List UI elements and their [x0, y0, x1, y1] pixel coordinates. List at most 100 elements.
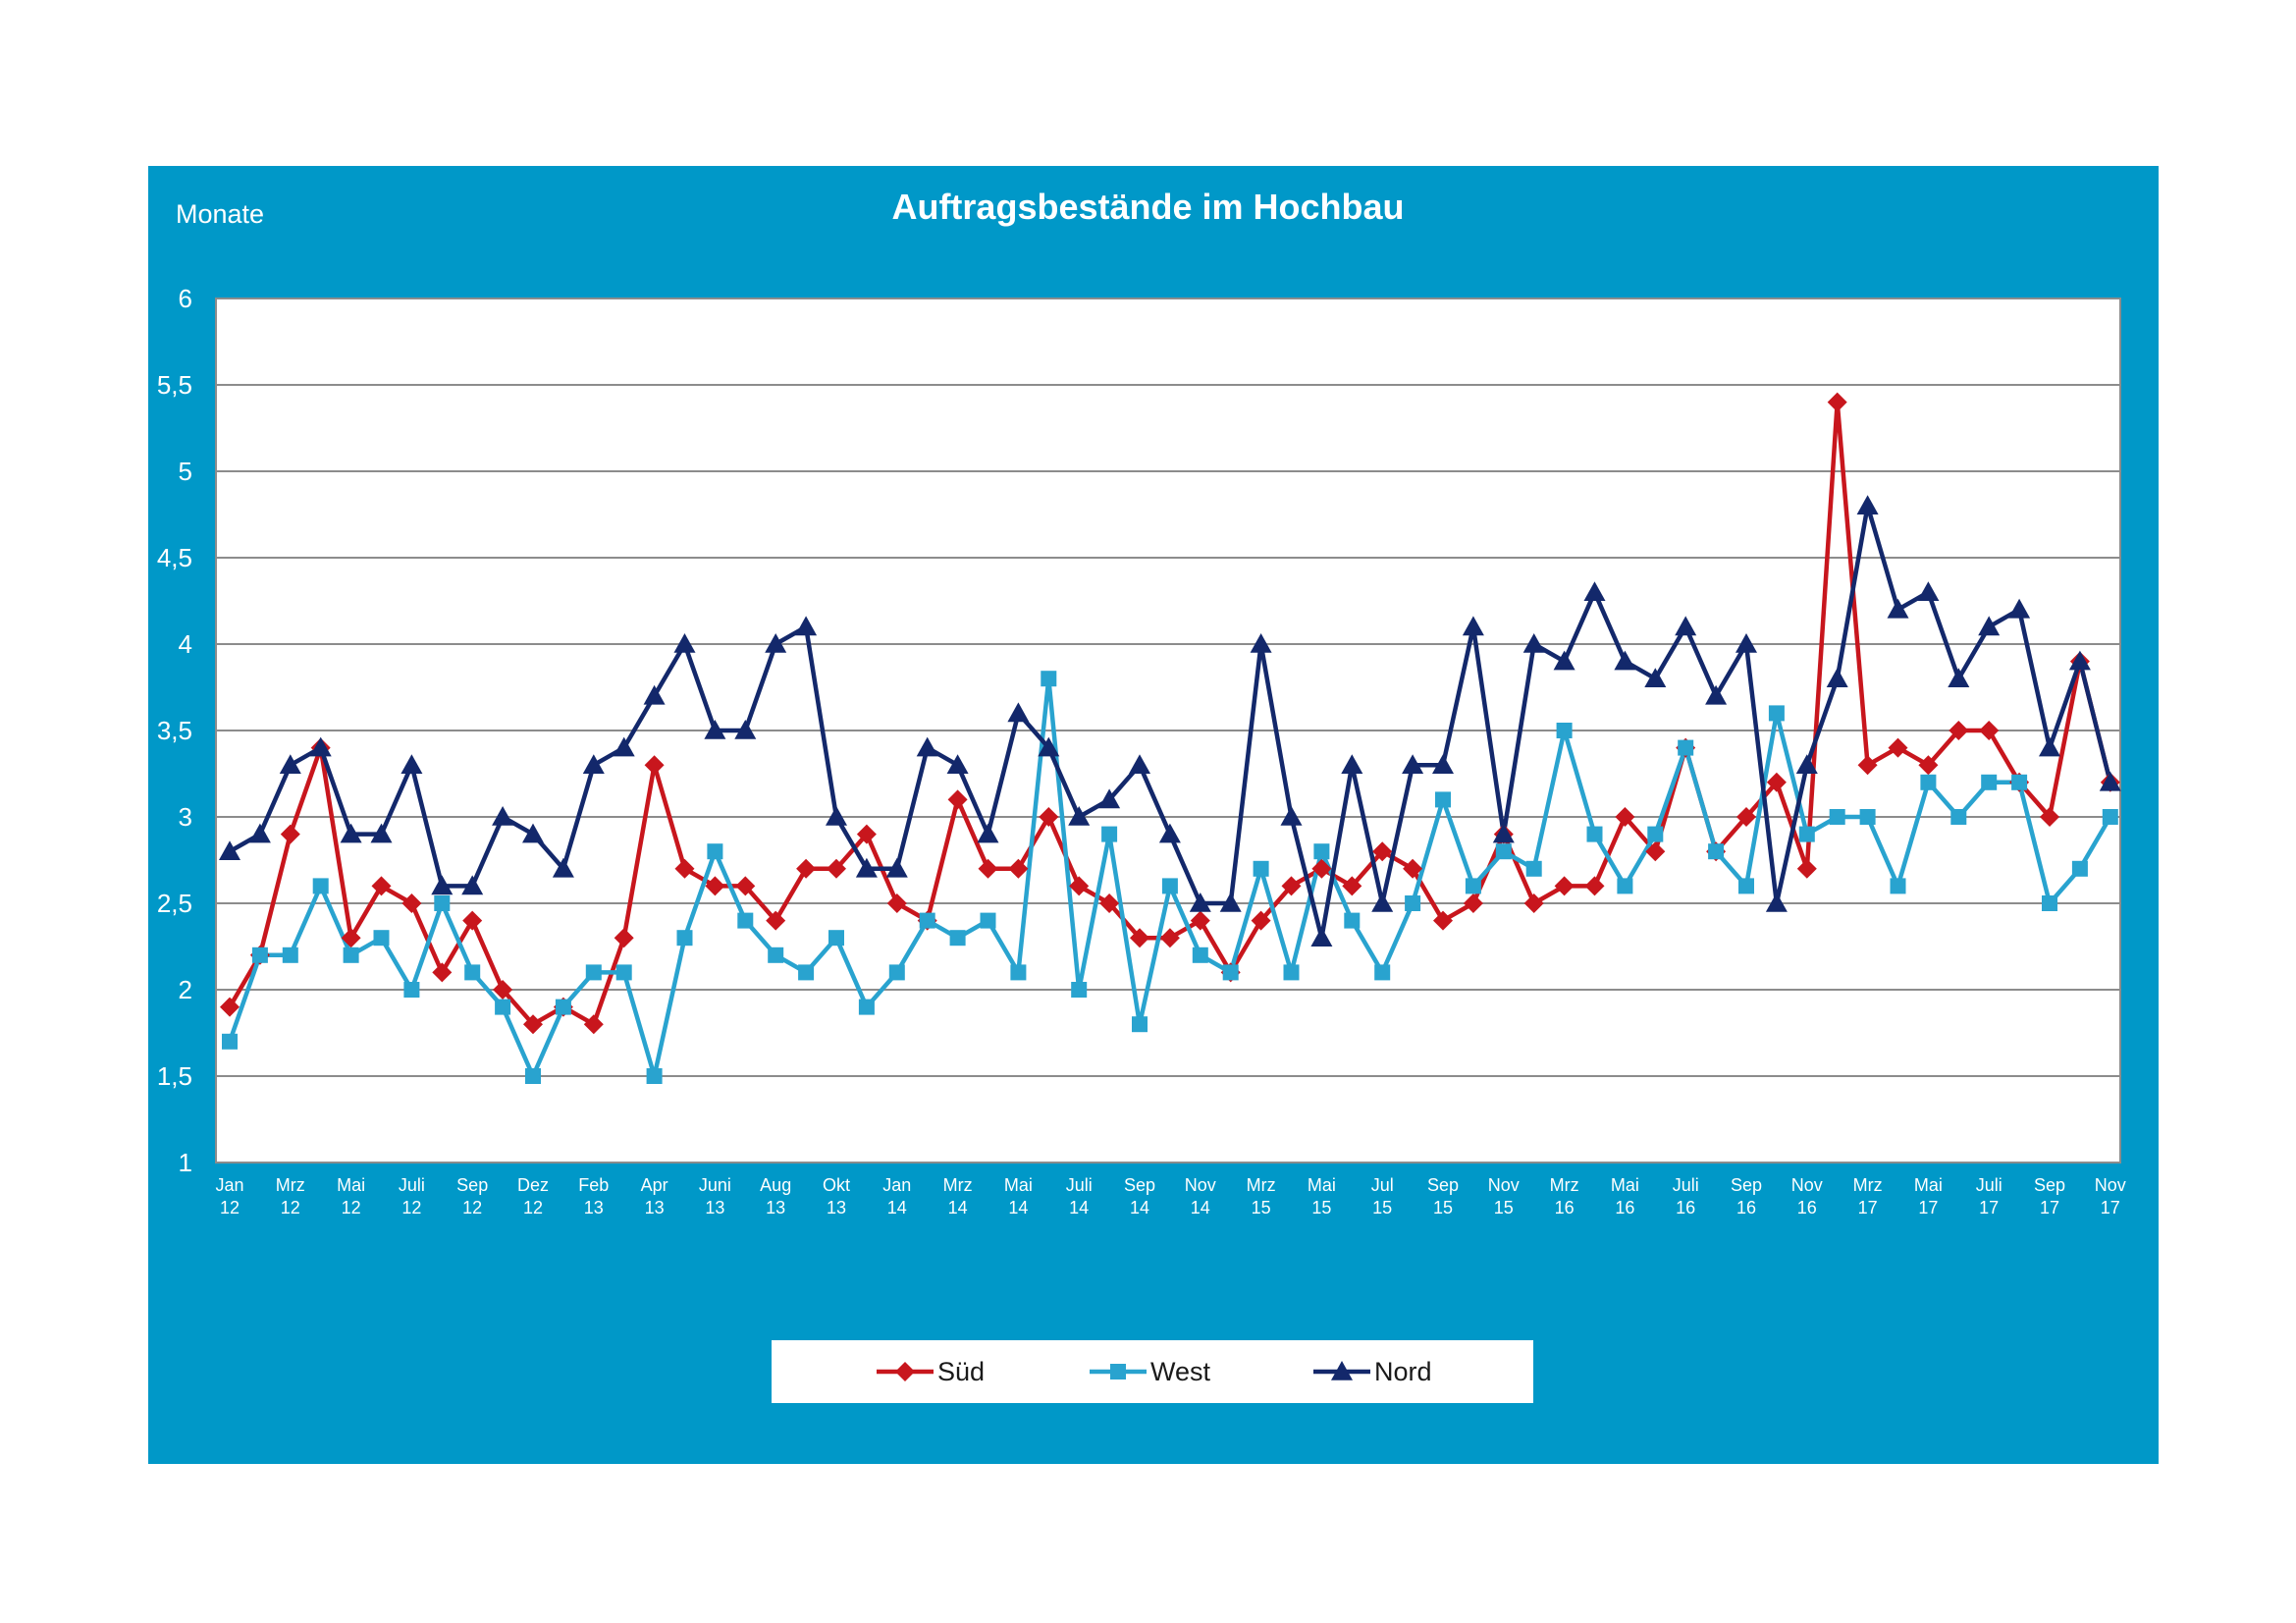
data-point-west	[403, 982, 420, 998]
data-point-nord	[1735, 633, 1757, 653]
data-point-nord	[704, 720, 726, 739]
x-tick-label: Mai	[337, 1175, 365, 1195]
data-point-nord	[1614, 650, 1636, 671]
x-tick-label: 17	[1979, 1198, 1999, 1217]
data-point-nord	[1219, 893, 1242, 912]
data-point-nord	[1765, 893, 1788, 912]
data-point-sued	[220, 997, 240, 1017]
data-point-west	[282, 947, 298, 963]
data-point-sued	[432, 962, 453, 983]
x-tick-label: Okt	[823, 1175, 850, 1195]
data-point-nord	[1098, 788, 1121, 809]
data-point-sued	[1554, 876, 1575, 896]
data-point-nord	[219, 840, 240, 860]
x-tick-label: Nov	[1791, 1175, 1823, 1195]
x-tick-label: Sep	[1124, 1175, 1155, 1195]
data-point-sued	[341, 928, 361, 948]
y-tick-label: 1	[179, 1148, 192, 1177]
data-point-nord	[855, 857, 878, 878]
data-point-sued	[1796, 858, 1817, 879]
x-tick-label: Sep	[1427, 1175, 1459, 1195]
data-point-sued	[1159, 928, 1180, 948]
x-tick-label: 16	[1676, 1198, 1695, 1217]
data-point-sued	[1736, 807, 1756, 827]
y-tick-label: 4	[179, 629, 192, 659]
y-axis-label: Monate	[176, 199, 265, 229]
data-point-sued	[1039, 807, 1059, 827]
data-point-sued	[1372, 841, 1393, 862]
x-tick-label: Mrz	[1247, 1175, 1276, 1195]
data-point-nord	[916, 736, 938, 757]
data-point-sued	[947, 789, 968, 810]
data-point-nord	[1129, 754, 1150, 774]
data-point-sued	[462, 910, 483, 931]
data-point-sued	[1403, 858, 1423, 879]
data-point-west	[1465, 878, 1481, 894]
data-point-sued	[1311, 858, 1332, 879]
data-point-west	[1495, 843, 1512, 860]
data-point-west	[707, 843, 723, 860]
x-tick-label: 15	[1311, 1198, 1331, 1217]
data-point-nord	[1402, 754, 1424, 774]
data-point-nord	[1948, 668, 1970, 687]
data-point-west	[828, 930, 844, 947]
data-point-nord	[1917, 581, 1940, 601]
data-point-nord	[1462, 616, 1484, 636]
data-point-sued	[1523, 893, 1544, 913]
data-point-nord	[946, 754, 969, 774]
data-point-sued	[1130, 928, 1149, 948]
data-point-nord	[461, 875, 484, 895]
x-tick-label: 16	[1555, 1198, 1575, 1217]
data-point-west	[2042, 895, 2057, 911]
data-point-nord	[552, 857, 574, 878]
x-tick-label: 12	[462, 1198, 482, 1217]
data-point-nord	[1158, 823, 1181, 843]
legend-item-nord: Nord	[1311, 1340, 1432, 1403]
y-tick-label: 1,5	[157, 1061, 192, 1091]
data-point-nord	[2099, 771, 2121, 791]
data-point-sued	[1251, 910, 1271, 931]
data-point-west	[615, 964, 632, 981]
x-tick-label: Mai	[1308, 1175, 1336, 1195]
data-point-west	[434, 895, 451, 911]
x-tick-label: Feb	[578, 1175, 609, 1195]
x-tick-label: 16	[1736, 1198, 1756, 1217]
x-tick-label: 17	[2101, 1198, 2120, 1217]
data-point-nord	[1826, 668, 1848, 687]
data-point-west	[1798, 826, 1815, 842]
x-tick-label: Sep	[2034, 1175, 2065, 1195]
x-tick-label: 16	[1615, 1198, 1634, 1217]
data-point-nord	[2008, 598, 2031, 619]
data-point-west	[1101, 826, 1118, 842]
legend-symbol	[1110, 1364, 1126, 1380]
data-point-west	[1435, 791, 1451, 808]
data-point-sued	[796, 858, 817, 879]
x-tick-label: Apr	[641, 1175, 668, 1195]
data-point-sued	[401, 893, 422, 913]
data-point-west	[251, 947, 268, 963]
data-point-west	[1708, 843, 1725, 860]
y-tick-label: 5,5	[157, 370, 192, 400]
data-point-west	[1283, 964, 1300, 981]
data-point-west	[1768, 705, 1785, 722]
data-point-sued	[978, 858, 998, 879]
data-point-west	[2102, 809, 2118, 825]
data-point-sued	[1766, 772, 1787, 792]
data-point-nord	[613, 736, 635, 757]
x-tick-label: Mai	[1004, 1175, 1033, 1195]
data-point-nord	[1583, 581, 1606, 601]
data-point-sued	[1615, 807, 1635, 827]
y-tick-label: 5	[179, 457, 192, 486]
x-tick-label: Juli	[399, 1175, 425, 1195]
data-point-west	[1556, 723, 1573, 738]
data-point-west	[312, 878, 329, 894]
data-point-nord	[795, 616, 818, 636]
data-point-nord	[1371, 893, 1394, 912]
data-point-nord	[1553, 650, 1575, 671]
data-point-sued	[1281, 876, 1302, 896]
data-point-west	[798, 964, 815, 981]
x-tick-label: 13	[827, 1198, 846, 1217]
data-point-nord	[673, 633, 696, 653]
data-point-sued	[1949, 721, 1969, 740]
data-point-sued	[856, 824, 877, 844]
